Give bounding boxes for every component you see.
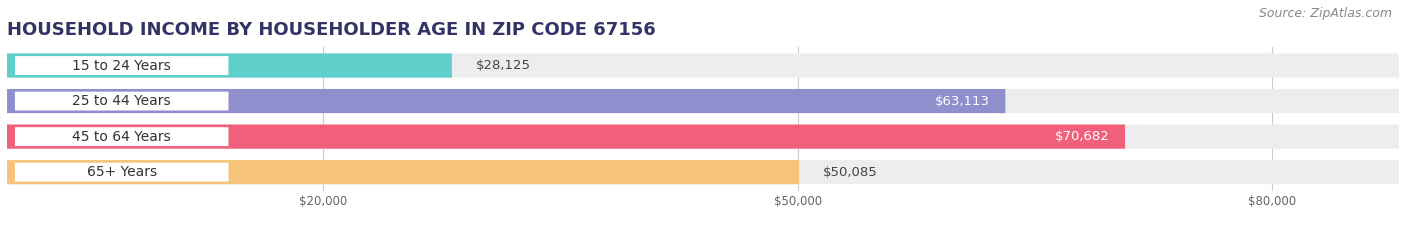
Text: HOUSEHOLD INCOME BY HOUSEHOLDER AGE IN ZIP CODE 67156: HOUSEHOLD INCOME BY HOUSEHOLDER AGE IN Z… (7, 21, 655, 39)
Text: 45 to 64 Years: 45 to 64 Years (72, 130, 172, 144)
Text: $63,113: $63,113 (935, 95, 990, 108)
Text: Source: ZipAtlas.com: Source: ZipAtlas.com (1258, 7, 1392, 20)
FancyBboxPatch shape (7, 160, 799, 184)
FancyBboxPatch shape (7, 160, 1399, 184)
FancyBboxPatch shape (7, 89, 1399, 113)
Text: 25 to 44 Years: 25 to 44 Years (72, 94, 172, 108)
FancyBboxPatch shape (15, 92, 228, 110)
FancyBboxPatch shape (7, 53, 1399, 78)
Text: 65+ Years: 65+ Years (87, 165, 157, 179)
FancyBboxPatch shape (7, 53, 451, 78)
FancyBboxPatch shape (15, 127, 228, 146)
Text: $70,682: $70,682 (1054, 130, 1109, 143)
FancyBboxPatch shape (15, 163, 228, 182)
FancyBboxPatch shape (7, 124, 1125, 149)
FancyBboxPatch shape (7, 124, 1399, 149)
Text: $50,085: $50,085 (823, 166, 877, 179)
FancyBboxPatch shape (7, 89, 1005, 113)
Text: 15 to 24 Years: 15 to 24 Years (72, 58, 172, 72)
Text: $28,125: $28,125 (475, 59, 530, 72)
FancyBboxPatch shape (15, 56, 228, 75)
